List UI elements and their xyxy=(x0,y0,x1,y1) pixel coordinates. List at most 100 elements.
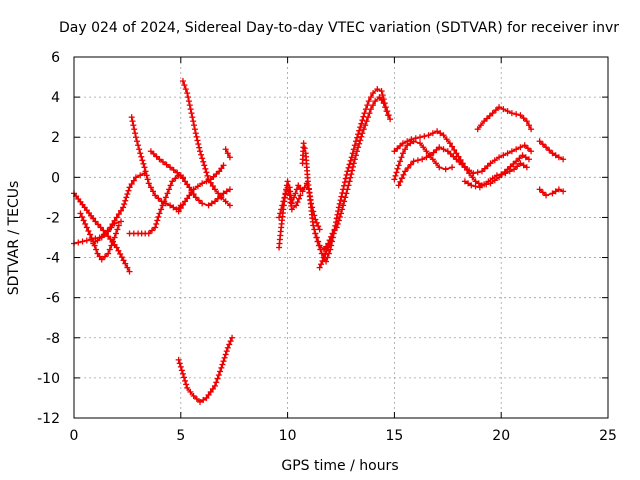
data-point xyxy=(344,186,351,193)
data-point xyxy=(347,157,354,164)
data-point xyxy=(310,208,317,215)
data-point xyxy=(319,257,326,264)
data-point xyxy=(461,178,468,185)
data-point xyxy=(276,214,283,221)
y-tick-label: 2 xyxy=(51,130,60,146)
data-point xyxy=(97,224,104,231)
data-point xyxy=(135,142,142,149)
data-point xyxy=(131,126,138,133)
data-point xyxy=(201,162,208,169)
data-point xyxy=(218,364,225,371)
data-point xyxy=(177,363,184,370)
data-point xyxy=(190,186,197,193)
data-point xyxy=(137,172,144,179)
data-point xyxy=(178,367,185,374)
data-point xyxy=(211,186,218,193)
data-point xyxy=(94,237,101,244)
data-point xyxy=(318,250,325,257)
data-point xyxy=(172,175,179,182)
data-point xyxy=(280,198,287,205)
data-point xyxy=(483,115,490,122)
data-point xyxy=(169,178,176,185)
data-point xyxy=(485,178,492,185)
data-point xyxy=(355,131,362,138)
data-point xyxy=(130,122,137,129)
data-point xyxy=(331,227,338,234)
data-point xyxy=(502,170,509,177)
data-point xyxy=(288,206,295,213)
data-point xyxy=(420,144,427,151)
y-tick-label: -4 xyxy=(46,251,60,267)
data-point xyxy=(140,160,147,167)
data-point xyxy=(376,94,383,101)
data-point xyxy=(209,183,216,190)
data-point xyxy=(517,112,524,119)
data-point xyxy=(447,150,454,157)
data-point xyxy=(111,234,118,241)
data-point xyxy=(552,188,559,195)
data-point xyxy=(496,104,503,111)
data-point xyxy=(224,150,231,157)
data-point xyxy=(98,234,105,241)
data-point xyxy=(143,172,150,179)
data-point xyxy=(130,177,137,184)
data-point xyxy=(297,185,304,192)
data-point xyxy=(199,155,206,162)
data-point xyxy=(217,368,224,375)
data-point xyxy=(312,230,319,237)
data-point xyxy=(115,222,122,229)
data-point xyxy=(197,148,204,155)
data-point xyxy=(521,142,528,149)
y-tick-label: -12 xyxy=(37,411,60,427)
data-point xyxy=(311,226,318,233)
data-point xyxy=(504,108,511,115)
data-point xyxy=(404,138,411,145)
data-point xyxy=(350,146,357,153)
data-point xyxy=(355,144,362,151)
data-point xyxy=(87,231,94,238)
data-point xyxy=(351,156,358,163)
data-point xyxy=(292,190,299,197)
data-point xyxy=(474,169,481,176)
data-point xyxy=(378,88,385,95)
data-point xyxy=(132,174,139,181)
data-point xyxy=(90,240,97,247)
data-point xyxy=(114,226,121,233)
data-point xyxy=(224,344,231,351)
data-point xyxy=(222,351,229,358)
plot-frame xyxy=(73,56,609,419)
data-point xyxy=(414,157,421,164)
data-point xyxy=(147,148,154,155)
data-point xyxy=(536,138,543,145)
data-point xyxy=(528,148,535,155)
data-point xyxy=(167,202,174,209)
data-point xyxy=(491,157,498,164)
data-point xyxy=(281,194,288,201)
data-point xyxy=(300,140,307,147)
y-tick-label: -8 xyxy=(46,331,60,347)
data-point xyxy=(134,138,141,145)
data-point xyxy=(176,360,183,367)
data-point xyxy=(93,246,100,253)
data-point xyxy=(433,160,440,167)
data-point xyxy=(517,160,524,167)
data-point xyxy=(398,175,405,182)
data-point xyxy=(221,354,228,361)
data-point xyxy=(459,161,466,168)
data-point xyxy=(347,174,354,181)
data-point xyxy=(442,166,449,173)
data-point xyxy=(182,198,189,205)
data-point xyxy=(77,210,84,217)
data-point xyxy=(191,122,198,129)
data-point xyxy=(461,164,468,171)
data-point xyxy=(450,153,457,160)
data-point xyxy=(220,358,227,365)
data-point xyxy=(214,195,221,202)
data-point xyxy=(210,173,217,180)
data-point xyxy=(417,134,424,141)
data-point xyxy=(382,104,389,111)
data-point xyxy=(393,169,400,176)
data-point xyxy=(354,134,361,141)
data-point xyxy=(468,182,475,189)
data-point xyxy=(400,171,407,178)
